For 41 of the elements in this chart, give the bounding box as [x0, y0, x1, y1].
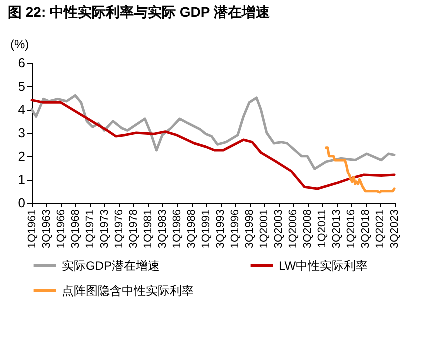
x-tick-label: 1Q1966 [56, 210, 68, 249]
y-tick-label: 2 [18, 148, 26, 164]
line-series [30, 99, 396, 190]
x-tick-label: 1Q2011 [316, 210, 329, 248]
x-tick-label: 3Q1988 [186, 210, 198, 249]
x-tick-label: 1Q1981 [142, 210, 155, 249]
line-series [30, 94, 396, 170]
x-tick-label: 1Q1986 [172, 210, 184, 249]
y-tick-label: 6 [18, 56, 26, 70]
legend-label: 实际GDP潜在增速 [62, 259, 160, 273]
x-tick-label: 3Q2008 [302, 210, 314, 249]
x-tick-label: 1Q2001 [258, 210, 271, 249]
legend-label: 点阵图隐含中性实际利率 [62, 284, 194, 298]
x-tick-label: 1Q1971 [84, 210, 97, 249]
y-tick-label: 0 [18, 196, 26, 210]
x-tick-label: 1Q1976 [114, 210, 126, 249]
x-tick-label: 3Q2023 [389, 210, 402, 249]
x-tick-label: 3Q1983 [156, 210, 169, 249]
y-tick-label: 3 [18, 126, 26, 140]
x-tick-label: 3Q2013 [331, 210, 344, 249]
y-tick-label: 1 [18, 172, 26, 188]
x-tick-label: 3Q2018 [360, 210, 372, 249]
x-tick-label: 3Q1978 [128, 210, 140, 249]
y-tick-label: 5 [18, 78, 26, 94]
x-tick-label: 3Q1973 [98, 210, 111, 249]
x-tick-label: 1Q1996 [230, 210, 242, 249]
x-tick-label: 1Q2021 [374, 210, 387, 249]
line-series [325, 146, 396, 194]
y-axis-title: (%) [10, 38, 30, 52]
x-tick-label: 3Q2003 [273, 210, 286, 249]
x-tick-label: 1Q1961 [26, 210, 38, 249]
x-tick-label: 1Q2016 [346, 210, 358, 249]
x-tick-label: 3Q1993 [215, 210, 228, 249]
y-tick-label: 4 [18, 102, 26, 118]
x-tick-label: 3Q1998 [244, 210, 256, 249]
x-tick-label: 1Q1991 [200, 210, 213, 249]
chart-title: 图 22: 中性实际利率与实际 GDP 潜在增速 [8, 4, 271, 20]
x-tick-label: 3Q1963 [40, 210, 53, 249]
legend-label: LW中性实际利率 [279, 259, 368, 273]
x-tick-label: 1Q2006 [288, 210, 300, 249]
x-tick-label: 3Q1968 [70, 210, 82, 249]
